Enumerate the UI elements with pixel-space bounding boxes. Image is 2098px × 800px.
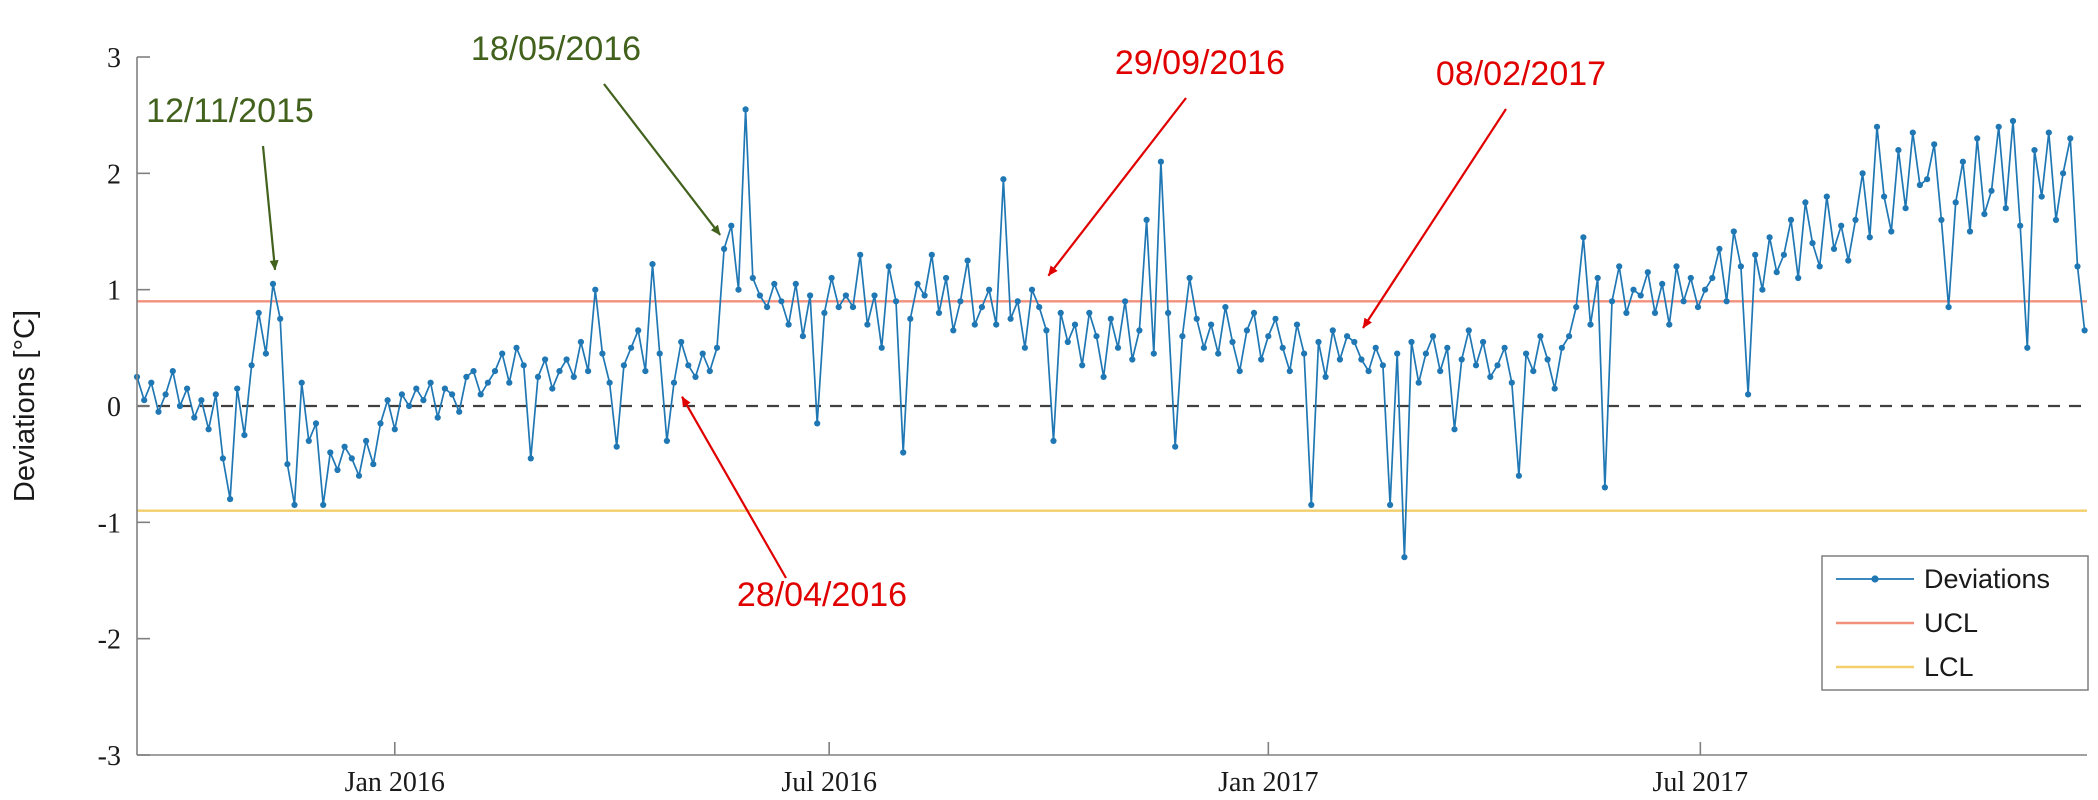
y-tick-label: 1 (107, 276, 121, 307)
legend-marker-dot (1871, 575, 1879, 583)
annotation-arrow (681, 396, 787, 579)
annotation-29-09-2016: 29/09/2016 (1047, 44, 1285, 277)
y-tick-label: 3 (107, 43, 121, 74)
deviations-series-line (136, 109, 2086, 558)
tick-labels: -3 -2 -1 0 1 2 3 Jan 2016 Jul 2016 Jan 2017 Jul 20… (98, 43, 1749, 798)
y-tick-label: -2 (98, 625, 121, 656)
axes (136, 56, 2087, 756)
y-tick-label: -1 (98, 508, 121, 539)
annotation-arrow (1047, 97, 1187, 277)
legend-label-deviations: Deviations (1924, 564, 2050, 594)
annotation-12-11-2015: 12/11/2015 (146, 92, 314, 271)
annotation-date-label: 08/02/2017 (1436, 55, 1606, 93)
annotation-arrow (1362, 108, 1507, 329)
legend: Deviations UCL LCL (1821, 555, 2089, 691)
annotation-18-05-2016: 18/05/2016 (471, 30, 722, 236)
legend-label-lcl: LCL (1924, 652, 1974, 682)
x-tick-label: Jan 2016 (345, 767, 445, 798)
legend-label-ucl: UCL (1924, 608, 1978, 638)
annotation-08-02-2017: 08/02/2017 (1362, 55, 1606, 329)
plot-area: -3 -2 -1 0 1 2 3 Jan 2016 Jul 2016 Jan 2017 Jul 20… (98, 30, 2089, 798)
y-tick-label: -3 (98, 741, 121, 772)
x-tick-label: Jan 2017 (1218, 767, 1318, 798)
y-axis-label: Deviations [°C] (9, 310, 41, 502)
y-tick-label: 0 (107, 392, 121, 423)
annotation-date-label: 29/09/2016 (1115, 44, 1285, 82)
x-tick-label: Jul 2016 (781, 767, 877, 798)
annotation-date-label: 28/04/2016 (737, 576, 907, 614)
y-tick-label: 2 (107, 159, 121, 190)
annotation-arrow (603, 83, 722, 236)
x-tick-label: Jul 2017 (1652, 767, 1748, 798)
annotation-date-label: 12/11/2015 (146, 92, 314, 130)
annotation-arrow (261, 145, 279, 271)
annotation-28-04-2016: 28/04/2016 (681, 396, 907, 614)
annotation-date-label: 18/05/2016 (471, 30, 641, 68)
deviations-series-markers (133, 106, 2088, 561)
